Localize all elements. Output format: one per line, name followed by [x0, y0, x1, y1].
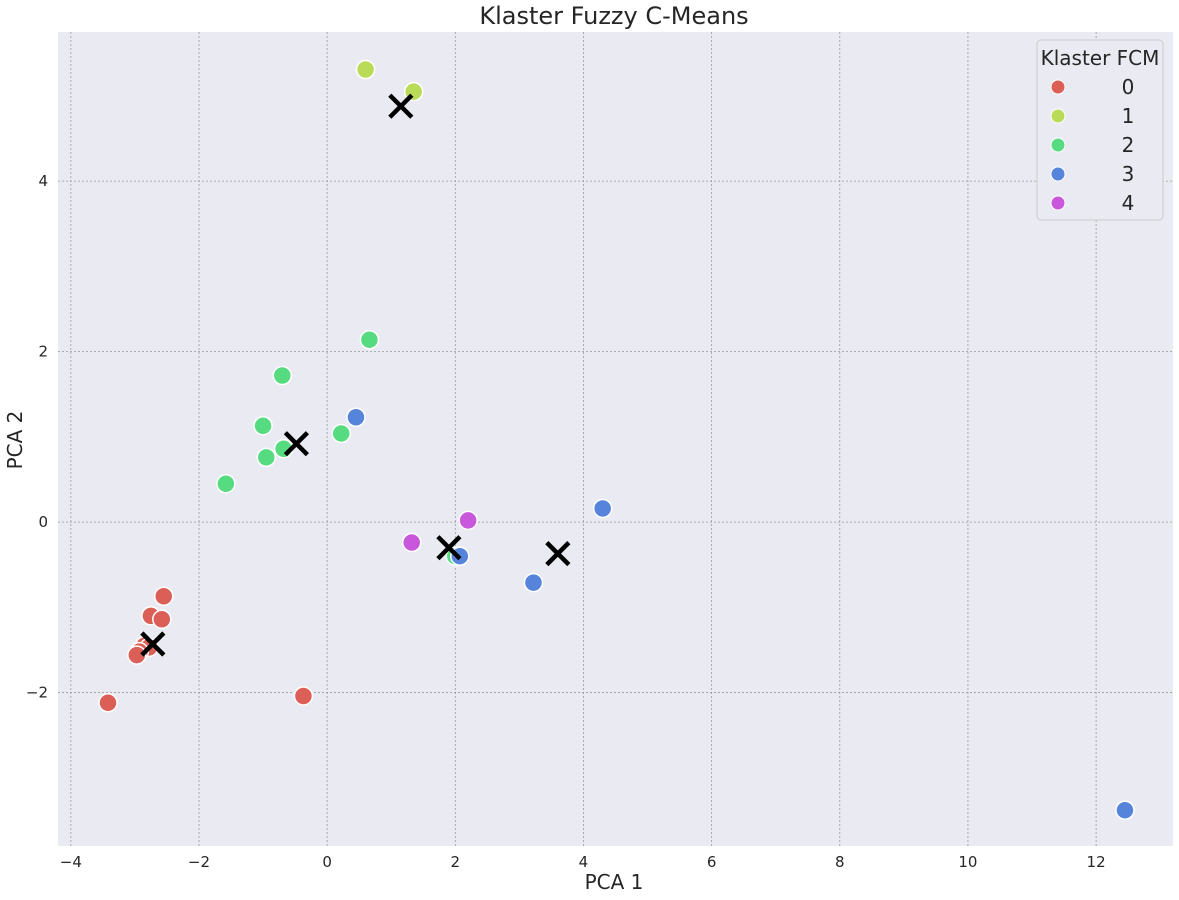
legend-label: 1	[1122, 104, 1135, 128]
x-tick-label: 6	[707, 853, 717, 871]
data-point	[253, 416, 273, 436]
data-point	[346, 407, 366, 428]
legend-marker	[1050, 137, 1066, 153]
data-point	[355, 59, 376, 80]
centroid-marker	[283, 431, 309, 457]
data-point	[216, 473, 236, 494]
legend-title: Klaster FCM	[1041, 46, 1160, 70]
legend-marker	[1050, 79, 1066, 95]
x-axis-label: PCA 1	[585, 870, 644, 894]
data-point	[401, 532, 422, 553]
data-point	[359, 329, 380, 350]
legend-marker	[1050, 195, 1066, 211]
legend-label: 2	[1122, 133, 1135, 157]
legend-marker	[1050, 166, 1066, 182]
y-axis-label: PCA 2	[3, 411, 27, 470]
data-point	[98, 693, 118, 713]
data-point	[1115, 800, 1135, 820]
data-point	[256, 447, 277, 468]
legend-marker	[1050, 108, 1066, 124]
x-tick-labels: −4 −2 0 2 4 6 8 10 12	[60, 853, 1106, 871]
centroid-markers	[140, 93, 571, 657]
data-point	[592, 498, 613, 519]
x-tick-label: 8	[835, 853, 845, 871]
legend: Klaster FCM 0 1 2 3 4	[1036, 39, 1164, 221]
plot-area	[58, 32, 1173, 846]
data-point	[458, 510, 478, 531]
chart-title: Klaster Fuzzy C-Means	[479, 2, 748, 30]
y-tick-labels: −2 0 2 4	[26, 172, 48, 701]
x-tick-label: 4	[579, 853, 589, 871]
centroid-marker	[388, 93, 414, 119]
x-tick-label: 2	[451, 853, 461, 871]
data-point	[272, 365, 293, 386]
x-tick-label: −2	[188, 853, 210, 871]
centroid-marker	[140, 631, 166, 657]
y-tick-label: 2	[38, 343, 48, 361]
y-tick-label: −2	[26, 684, 48, 702]
data-point	[153, 586, 174, 607]
data-point	[293, 686, 314, 706]
centroid-marker	[545, 541, 571, 567]
legend-box	[1036, 39, 1164, 221]
x-tick-label: 0	[322, 853, 332, 871]
legend-label: 4	[1122, 191, 1135, 215]
x-tick-label: −4	[60, 853, 82, 871]
legend-label: 0	[1122, 75, 1135, 99]
x-tick-label: 12	[1087, 853, 1106, 871]
data-point	[127, 645, 147, 665]
y-tick-label: 0	[38, 513, 48, 531]
y-tick-label: 4	[38, 172, 48, 190]
x-tick-label: 10	[958, 853, 977, 871]
grid-lines	[58, 32, 1173, 846]
data-point	[331, 423, 351, 444]
centroid-marker	[436, 535, 462, 561]
legend-label: 3	[1122, 162, 1135, 186]
data-point	[523, 572, 544, 593]
data-point	[152, 609, 172, 630]
